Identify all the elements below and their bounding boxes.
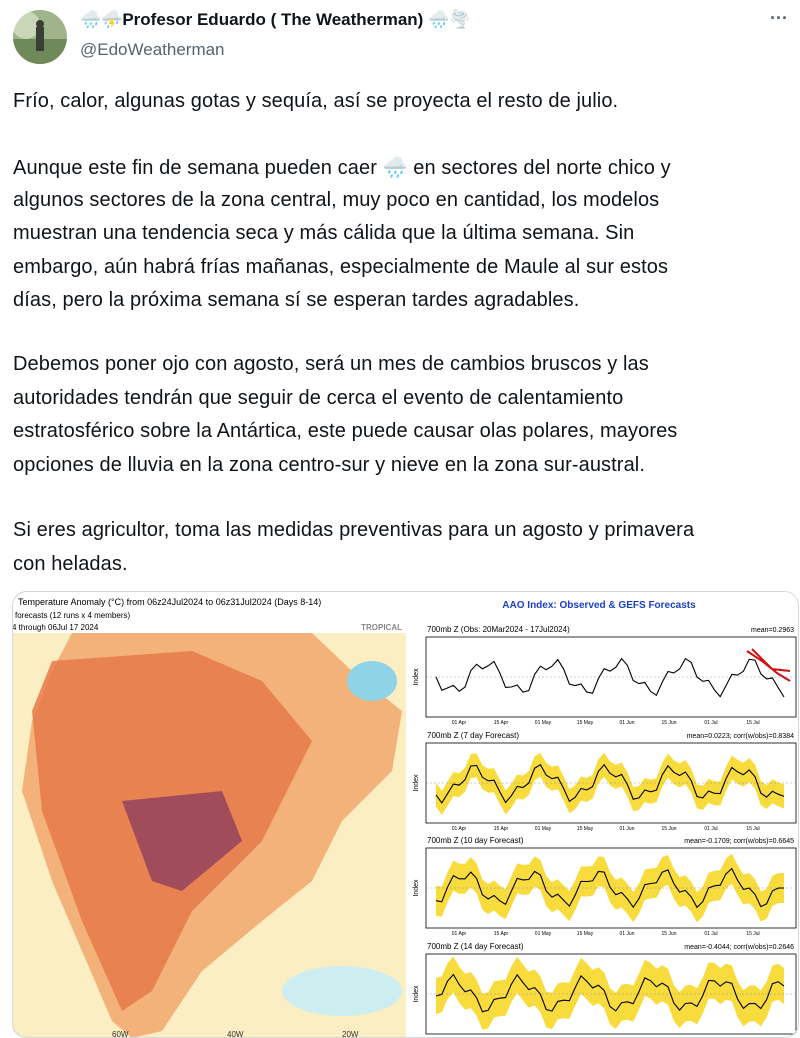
forecast-band — [436, 752, 784, 815]
x-label: 15 Jul — [746, 931, 759, 937]
text-line: opciones de lluvia en la zona centro-sur… — [13, 453, 645, 476]
ensemble — [746, 648, 791, 682]
text-line: muestran una tendencia seca y más cálida… — [13, 222, 635, 244]
x-label: 01 Jul — [704, 720, 717, 726]
x-label: 01 May — [535, 720, 552, 726]
aao-title: AAO Index: Observed & GEFS Forecasts — [502, 600, 696, 611]
media[interactable]: Temperature Anomaly (°C) from 06z24Jul20… — [12, 591, 799, 1038]
x-label: 15 Apr — [494, 720, 509, 726]
x-label: 01 May — [535, 931, 552, 937]
x-label: 01 Apr — [452, 931, 467, 937]
more-menu[interactable]: ··· — [770, 8, 788, 28]
x-label: 01 Apr — [452, 826, 467, 832]
forecast-band — [436, 956, 784, 1030]
text-line: Aunque este fin de semana pueden caer 🌧️… — [13, 157, 671, 179]
x-label: 01 Apr — [452, 720, 467, 726]
x-label: 01 May — [535, 826, 552, 832]
x-label: 15 Jun — [661, 931, 676, 937]
text-line: con heladas. — [13, 552, 128, 575]
x-label: 15 Apr — [494, 826, 509, 832]
x-label: 01 Jul — [704, 826, 717, 832]
author-name[interactable]: 🌧️⛈️Profesor Eduardo ( The Weatherman) 🌧… — [80, 10, 471, 29]
x-label: 01 Jun — [619, 720, 634, 726]
text-line: autoridades tendrán que seguir de cerca … — [13, 386, 624, 409]
panel-title: 700mb Z (Obs: 20Mar2024 - 17Jul2024) — [427, 625, 570, 634]
map-subtitle: forecasts (12 runs x 4 members) — [15, 611, 130, 620]
hot-area — [122, 791, 242, 891]
panel-stats: mean=-0.4044; corr(w/obs)=0.2646 — [684, 944, 794, 951]
lon-label: 20W — [342, 1030, 359, 1038]
y-label: Index — [413, 985, 420, 1003]
panel-title: 700mb Z (14 day Forecast) — [427, 942, 524, 951]
map-label: TROPICAL — [361, 623, 402, 632]
x-label: 15 Jul — [746, 720, 759, 726]
author-handle[interactable]: @EdoWeatherman — [80, 40, 225, 59]
x-label: 15 Jun — [661, 720, 676, 726]
panel-stats: mean=0.2963 — [751, 627, 794, 634]
panel-stats: mean=-0.1709; corr(w/obs)=0.6645 — [684, 838, 794, 845]
text-line: estratosférico sobre la Antártica, este … — [13, 420, 678, 442]
x-label: 15 May — [577, 931, 594, 937]
lon-label: 40W — [227, 1030, 244, 1038]
text-line: Si eres agricultor, toma las medidas pre… — [13, 519, 695, 541]
text-line: Debemos poner ojo con agosto, será un me… — [13, 353, 649, 375]
y-label: Index — [413, 774, 420, 792]
x-label: 01 Jul — [704, 931, 717, 937]
text-line: embargo, aún habrá frías mañanas, especi… — [13, 255, 669, 278]
map-title: Temperature Anomaly (°C) from 06z24Jul20… — [18, 597, 321, 607]
text-line: días, pero la próxima semana sí se esper… — [13, 289, 580, 311]
index-line — [435, 973, 785, 1013]
index-line — [435, 763, 785, 804]
map-header — [12, 591, 406, 633]
text-line: algunos sectores de la zona central, muy… — [13, 188, 660, 211]
x-label: 01 Jun — [619, 826, 634, 832]
x-label: 15 Apr — [494, 931, 509, 937]
x-label: 15 May — [577, 720, 594, 726]
x-label: 15 May — [577, 826, 594, 832]
x-label: 01 Jun — [619, 931, 634, 937]
panel-title: 700mb Z (10 day Forecast) — [427, 836, 524, 845]
y-label: Index — [413, 879, 420, 897]
map-date: 4 through 06Jul 17 2024 — [12, 623, 99, 632]
cool-area — [282, 966, 402, 1016]
cool-area — [347, 661, 397, 701]
text-line: Frío, calor, algunas gotas y sequía, así… — [13, 90, 619, 112]
x-label: 15 Jul — [746, 826, 759, 832]
index-line — [435, 867, 785, 909]
panel-title: 700mb Z (7 day Forecast) — [427, 731, 519, 740]
media-group: Temperature Anomaly (°C) from 06z24Jul20… — [12, 591, 799, 1038]
y-label: Index — [413, 668, 420, 686]
avatar[interactable] — [12, 9, 68, 65]
index-line — [435, 657, 785, 698]
lon-label: 60W — [112, 1030, 129, 1038]
panel-stats: mean=0.0223; corr(w/obs)=0.8384 — [687, 733, 795, 740]
x-label: 15 Jun — [661, 826, 676, 832]
